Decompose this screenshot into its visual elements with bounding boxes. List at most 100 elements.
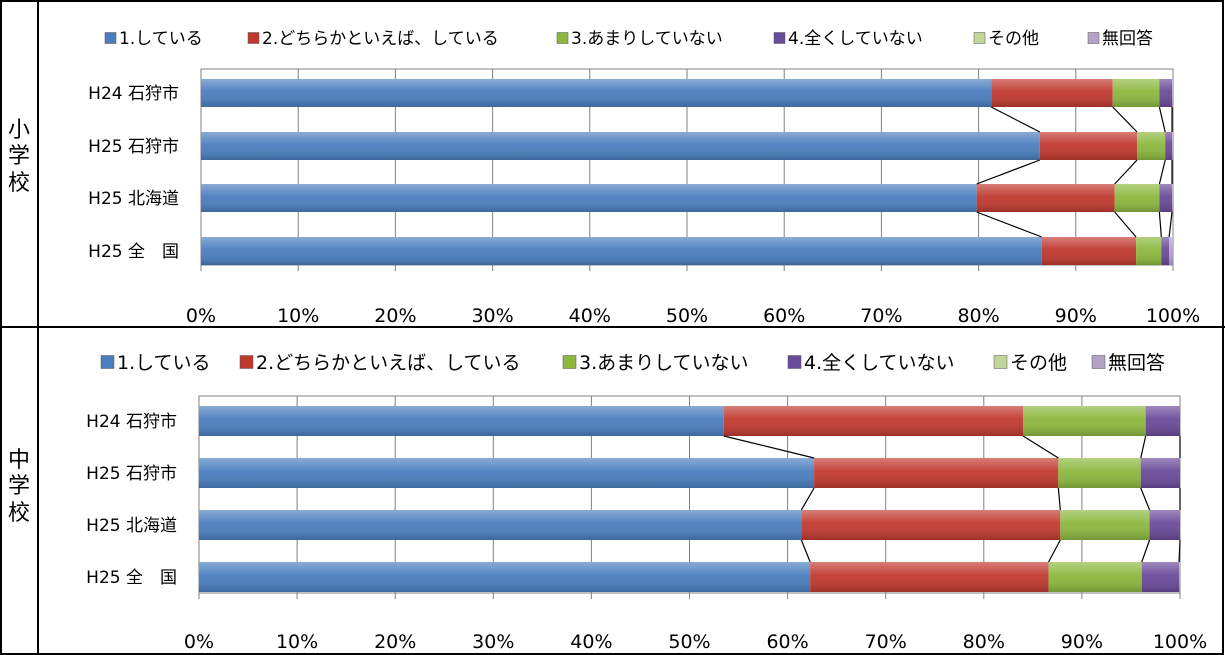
series-connector-line [1048,539,1061,563]
bar-segment-shading [810,562,1049,592]
x-tick-label: 60% [766,631,808,653]
band-label-elementary: 小学校 [0,118,38,197]
x-tick-label: 30% [472,631,514,653]
x-tick-label: 70% [865,631,907,653]
bar-segment-shading [201,132,1040,160]
x-tick-label: 0% [186,305,216,327]
legend-swatch [239,355,254,369]
x-tick-label: 40% [570,631,612,653]
bar-segment-shading [1179,562,1180,592]
x-tick-label: 50% [666,305,708,327]
legend-swatch [556,32,569,44]
x-tick-label: 60% [763,305,805,327]
legend-swatch [1091,355,1106,369]
legend-swatch [562,355,577,369]
bar-segment-shading [1114,184,1160,212]
x-tick-label: 90% [1061,631,1103,653]
bar-segment-shading [976,184,1115,212]
bar-segment-shading [199,458,815,488]
band-label-char: 校 [7,170,30,196]
legend-swatch [993,355,1008,369]
x-tick-label: 50% [668,631,710,653]
category-label: H25 北海道 [88,189,179,209]
series-connector-line [1140,487,1151,511]
legend-swatch [787,355,802,369]
series-connector-line [800,487,815,511]
legend-label: その他 [1010,352,1067,374]
x-tick-label: 40% [569,305,611,327]
x-tick-label: 80% [963,631,1005,653]
x-tick-label: 0% [184,631,214,653]
legend-label: 3.あまりしていない [571,29,723,49]
bar-segment-shading [1058,458,1141,488]
category-label: H24 石狩市 [88,84,179,104]
legend-swatch [773,32,786,44]
legend-label: 1.している [119,29,203,49]
bar-segment-shading [1137,132,1166,160]
band-label-char: 学 [7,144,30,170]
series-connector-line [1022,435,1059,459]
x-tick-label: 10% [276,631,318,653]
legend-swatch [247,32,260,44]
bar-segment-shading [199,406,724,436]
bar-segment-shading [199,562,811,592]
x-tick-label: 70% [860,305,902,327]
series-connector-line [723,435,815,459]
legend-swatch [1087,32,1100,44]
bar-segment-shading [991,79,1113,107]
bar-segment-shading [1172,79,1173,107]
bar-segment-shading [201,184,977,212]
category-label: H25 北海道 [86,516,177,536]
series-connector-line [976,159,1041,185]
band-label-char: 中 [7,448,30,473]
bar-segment-shading [1159,79,1173,107]
legend-label: 4.全くしていない [804,352,955,374]
series-connector-line [1168,211,1173,238]
legend-label: 1.している [117,352,211,374]
bar-segment-shading [1169,237,1173,265]
series-connector-line [1158,159,1166,185]
x-tick-label: 20% [374,305,416,327]
legend-label: 2.どちらかといえば、している [256,352,521,374]
bar-segment-shading [1136,237,1162,265]
legend-label: 4.全くしていない [788,29,923,49]
x-tick-label: 90% [1055,305,1097,327]
bar-segment-shading [1172,132,1173,160]
legend-label: その他 [988,29,1039,49]
band-label-junior-high: 中学校 [0,448,38,527]
band-label-char: 学 [7,474,30,500]
series-connector-line [1114,211,1137,238]
bar-segment-shading [1172,184,1173,212]
bar-segment-shading [814,458,1059,488]
x-tick-label: 20% [374,631,416,653]
legend-label: 3.あまりしていない [579,352,749,374]
x-tick-label: 30% [471,305,513,327]
legend-label: 無回答 [1102,29,1153,49]
bar-segment-shading [1149,510,1180,540]
bar-segment-shading [1141,562,1180,592]
series-connector-line [1057,487,1061,511]
category-label: H25 石狩市 [86,464,177,484]
bar-segment-shading [1023,406,1146,436]
legend-label: 無回答 [1108,352,1165,374]
panel-junior-high: 0% 10% 20% 30% 40% 50% 60% 70% 80% 90% 100% 1.している 2… [86,352,1207,653]
series-connector-line [1158,211,1162,238]
series-connector-line [1114,159,1138,185]
x-tick-label: 80% [957,305,999,327]
band-label-char: 小 [7,118,30,143]
bar-segment-shading [1039,132,1138,160]
bar-segment-shading [1140,458,1180,488]
x-tick-label: 100% [1153,631,1207,653]
legend-swatch [100,355,115,369]
category-label: H25 石狩市 [88,137,179,157]
series-connector-line [1112,106,1138,133]
x-tick-label: 100% [1146,305,1200,327]
bar-segment-shading [1161,237,1170,265]
bar-segment-shading [1145,406,1180,436]
bar-segment-shading [201,237,1042,265]
series-connector-line [990,106,1041,133]
panel-elementary: 0% 10% 20% 30% 40% 50% 60% 70% 80% 90% 100% 1.している 2… [88,29,1200,327]
bar-segment-shading [201,79,992,107]
